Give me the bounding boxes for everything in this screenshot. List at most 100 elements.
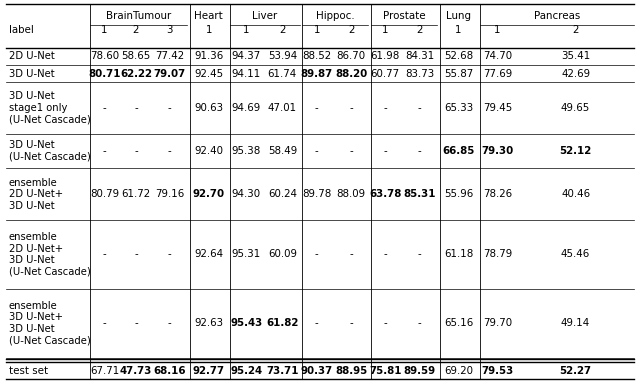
- Text: 94.37: 94.37: [232, 51, 261, 61]
- Text: -: -: [349, 103, 353, 113]
- Text: 92.63: 92.63: [194, 318, 223, 328]
- Text: -: -: [134, 249, 138, 259]
- Text: Lung: Lung: [446, 11, 471, 21]
- Text: -: -: [134, 318, 138, 328]
- Text: -: -: [102, 249, 106, 259]
- Text: 69.20: 69.20: [444, 365, 473, 376]
- Text: 55.87: 55.87: [444, 69, 473, 79]
- Text: BrainTumour: BrainTumour: [106, 11, 171, 21]
- Text: -: -: [383, 318, 387, 328]
- Text: 49.65: 49.65: [561, 103, 590, 113]
- Text: 2: 2: [279, 25, 285, 35]
- Text: 2: 2: [417, 25, 423, 35]
- Text: 49.14: 49.14: [561, 318, 590, 328]
- Text: 85.31: 85.31: [403, 189, 436, 199]
- Text: -: -: [168, 146, 172, 156]
- Text: 68.16: 68.16: [154, 365, 186, 376]
- Text: 89.78: 89.78: [302, 189, 332, 199]
- Text: 92.45: 92.45: [194, 69, 223, 79]
- Text: 94.30: 94.30: [232, 189, 261, 199]
- Text: 77.69: 77.69: [483, 69, 512, 79]
- Text: 1: 1: [101, 25, 108, 35]
- Text: 45.46: 45.46: [561, 249, 590, 259]
- Text: 94.69: 94.69: [232, 103, 261, 113]
- Text: 86.70: 86.70: [337, 51, 365, 61]
- Text: -: -: [349, 318, 353, 328]
- Text: 2D U-Net: 2D U-Net: [9, 51, 54, 61]
- Text: 92.40: 92.40: [194, 146, 223, 156]
- Text: -: -: [315, 249, 319, 259]
- Text: 79.07: 79.07: [154, 69, 186, 79]
- Text: 61.98: 61.98: [371, 51, 400, 61]
- Text: 52.12: 52.12: [559, 146, 592, 156]
- Text: -: -: [418, 249, 422, 259]
- Text: -: -: [168, 103, 172, 113]
- Text: 58.65: 58.65: [122, 51, 150, 61]
- Text: -: -: [168, 318, 172, 328]
- Text: 65.16: 65.16: [444, 318, 473, 328]
- Text: 1: 1: [382, 25, 388, 35]
- Text: 58.49: 58.49: [268, 146, 297, 156]
- Text: 60.09: 60.09: [268, 249, 297, 259]
- Text: -: -: [102, 318, 106, 328]
- Text: 40.46: 40.46: [561, 189, 590, 199]
- Text: 79.45: 79.45: [483, 103, 512, 113]
- Text: ensemble
2D U-Net+
3D U-Net
(U-Net Cascade): ensemble 2D U-Net+ 3D U-Net (U-Net Casca…: [9, 232, 91, 277]
- Text: 60.24: 60.24: [268, 189, 297, 199]
- Text: -: -: [315, 103, 319, 113]
- Text: 67.71: 67.71: [90, 365, 119, 376]
- Text: 89.59: 89.59: [404, 365, 436, 376]
- Text: 62.22: 62.22: [120, 69, 152, 79]
- Text: -: -: [102, 103, 106, 113]
- Text: ensemble
2D U-Net+
3D U-Net: ensemble 2D U-Net+ 3D U-Net: [9, 178, 63, 211]
- Text: 47.73: 47.73: [120, 365, 152, 376]
- Text: 60.77: 60.77: [371, 69, 400, 79]
- Text: 95.24: 95.24: [230, 365, 262, 376]
- Text: 2: 2: [348, 25, 354, 35]
- Text: 2: 2: [572, 25, 579, 35]
- Text: 88.95: 88.95: [335, 365, 367, 376]
- Text: 78.60: 78.60: [90, 51, 119, 61]
- Text: test set: test set: [9, 365, 48, 376]
- Text: 55.96: 55.96: [444, 189, 473, 199]
- Text: -: -: [418, 318, 422, 328]
- Text: -: -: [383, 146, 387, 156]
- Text: 79.70: 79.70: [483, 318, 512, 328]
- Text: -: -: [134, 103, 138, 113]
- Text: 92.64: 92.64: [194, 249, 223, 259]
- Text: 79.16: 79.16: [155, 189, 184, 199]
- Text: 63.78: 63.78: [369, 189, 401, 199]
- Text: 73.71: 73.71: [266, 365, 299, 376]
- Text: 74.70: 74.70: [483, 51, 512, 61]
- Text: 79.30: 79.30: [481, 146, 514, 156]
- Text: -: -: [134, 146, 138, 156]
- Text: 65.33: 65.33: [444, 103, 473, 113]
- Text: 3: 3: [166, 25, 173, 35]
- Text: 78.79: 78.79: [483, 249, 512, 259]
- Text: 52.27: 52.27: [559, 365, 591, 376]
- Text: 80.79: 80.79: [90, 189, 119, 199]
- Text: 90.63: 90.63: [194, 103, 223, 113]
- Text: 47.01: 47.01: [268, 103, 297, 113]
- Text: 1: 1: [205, 25, 212, 35]
- Text: 77.42: 77.42: [156, 51, 184, 61]
- Text: -: -: [418, 103, 422, 113]
- Text: Heart: Heart: [195, 11, 223, 21]
- Text: 66.85: 66.85: [442, 146, 475, 156]
- Text: 94.11: 94.11: [232, 69, 261, 79]
- Text: -: -: [168, 249, 172, 259]
- Text: Prostate: Prostate: [383, 11, 426, 21]
- Text: 42.69: 42.69: [561, 69, 590, 79]
- Text: 35.41: 35.41: [561, 51, 590, 61]
- Text: Hippoc.: Hippoc.: [316, 11, 355, 21]
- Text: -: -: [349, 249, 353, 259]
- Text: 89.87: 89.87: [301, 69, 333, 79]
- Text: 88.09: 88.09: [337, 189, 365, 199]
- Text: 95.38: 95.38: [232, 146, 261, 156]
- Text: 1: 1: [314, 25, 320, 35]
- Text: 79.53: 79.53: [481, 365, 514, 376]
- Text: 88.20: 88.20: [335, 69, 367, 79]
- Text: Liver: Liver: [253, 11, 278, 21]
- Text: 53.94: 53.94: [268, 51, 297, 61]
- Text: Pancreas: Pancreas: [534, 11, 580, 21]
